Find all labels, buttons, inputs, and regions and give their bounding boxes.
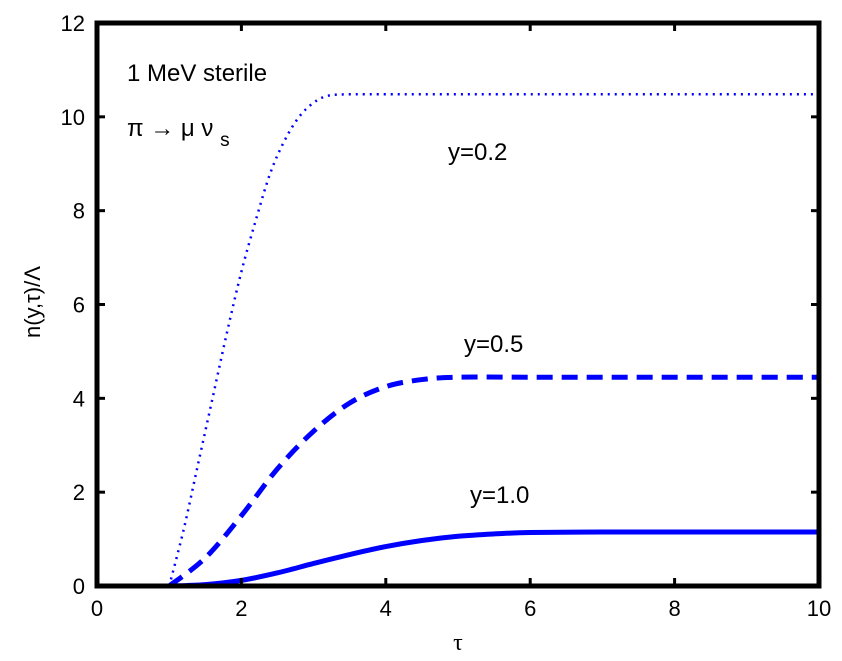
y-tick-label: 12: [61, 11, 85, 36]
x-tick-label: 10: [807, 596, 831, 621]
y-axis-label: n(y,τ)/Λ: [20, 266, 45, 338]
annotation-decay: π → μ ν s: [127, 115, 230, 151]
y-tick-label: 4: [73, 386, 85, 411]
series-label-y05: y=0.5: [464, 331, 523, 358]
x-axis-label: τ: [453, 630, 463, 656]
annotation-title: 1 MeV sterile: [127, 60, 267, 87]
x-tick-label: 0: [91, 596, 103, 621]
y-tick-label: 0: [73, 574, 85, 599]
y-tick-label: 6: [73, 293, 85, 318]
series-label-y10: y=1.0: [470, 482, 529, 509]
curves-layer: [167, 92, 819, 589]
series-label-y02: y=0.2: [448, 139, 507, 166]
x-tick-label: 8: [668, 596, 680, 621]
x-tick-label: 4: [380, 596, 392, 621]
x-ticks: 0 2 4 6 8 10: [91, 23, 831, 621]
y-tick-label: 8: [73, 199, 85, 224]
annotation-decay-sub: s: [220, 130, 230, 151]
series-line-dashed: [167, 374, 819, 588]
y-tick-label: 2: [73, 480, 85, 505]
plot-frame: [94, 20, 822, 589]
y-tick-label: 10: [61, 105, 85, 130]
annotation-decay-main: π → μ ν: [127, 115, 213, 142]
y-ticks: 0 2 4 6 8 10 12: [61, 11, 819, 599]
x-tick-label: 6: [524, 596, 536, 621]
x-tick-label: 2: [235, 596, 247, 621]
series-line-solid: [169, 529, 819, 589]
